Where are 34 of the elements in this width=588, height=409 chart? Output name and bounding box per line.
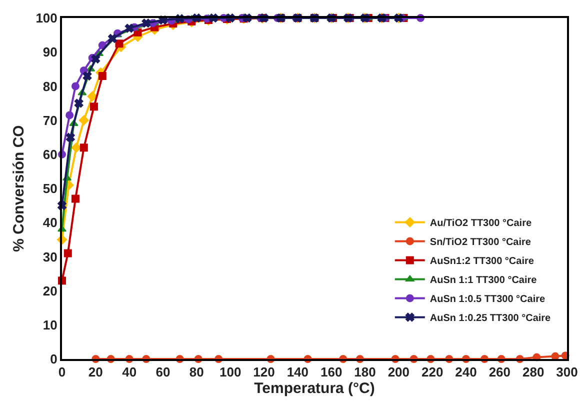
x-axis-title: Temperatura (°C)	[254, 380, 375, 398]
x-tick-label: 160	[320, 364, 342, 380]
legend-label: AuSn 1:0.5 TT300 °Caire	[430, 294, 546, 306]
x-tick-label: 40	[122, 364, 137, 380]
x-tick-label: 80	[189, 364, 204, 380]
x-tick-label: 180	[354, 364, 376, 380]
y-tick-label: 50	[42, 181, 58, 196]
x-tick-label: 100	[219, 364, 242, 380]
legend-label: Au/TiO2 TT300 °Caire	[430, 218, 532, 230]
x-tick-label: 240	[455, 364, 477, 380]
x-tick-label: 20	[88, 364, 103, 380]
y-tick-label: 90	[42, 44, 58, 60]
y-tick-label: 20	[42, 283, 58, 298]
y-tick-label: 70	[42, 112, 58, 128]
y-axis-title: % Conversión CO	[10, 124, 28, 252]
x-tick-label: 120	[253, 364, 275, 380]
y-tick-label: 100	[36, 10, 58, 26]
y-tick-label: 40	[42, 215, 58, 230]
x-tick-label: 200	[388, 364, 410, 380]
x-tick-label: 280	[522, 364, 544, 380]
x-tick-label: 60	[156, 364, 170, 380]
x-tick-label: 260	[488, 364, 511, 380]
legend-label: AuSn 1:1 TT300 °Caire	[430, 275, 538, 286]
y-tick-label: 80	[42, 78, 58, 94]
legend-label: AuSn1:2 TT300 °Caire	[430, 256, 534, 268]
legend-label: AuSn 1:0.25 TT300 °Caire	[430, 313, 552, 324]
y-tick-label: 30	[42, 249, 58, 264]
x-tick-label: 300	[556, 364, 578, 380]
y-tick-label: 60	[42, 146, 58, 162]
x-tick-label: 140	[286, 364, 309, 380]
y-tick-label: 0	[50, 352, 58, 367]
y-tick-label: 10	[42, 317, 58, 332]
x-tick-label: 220	[421, 364, 444, 380]
legend-label: Sn/TiO2 TT300 °Caire	[430, 237, 532, 248]
